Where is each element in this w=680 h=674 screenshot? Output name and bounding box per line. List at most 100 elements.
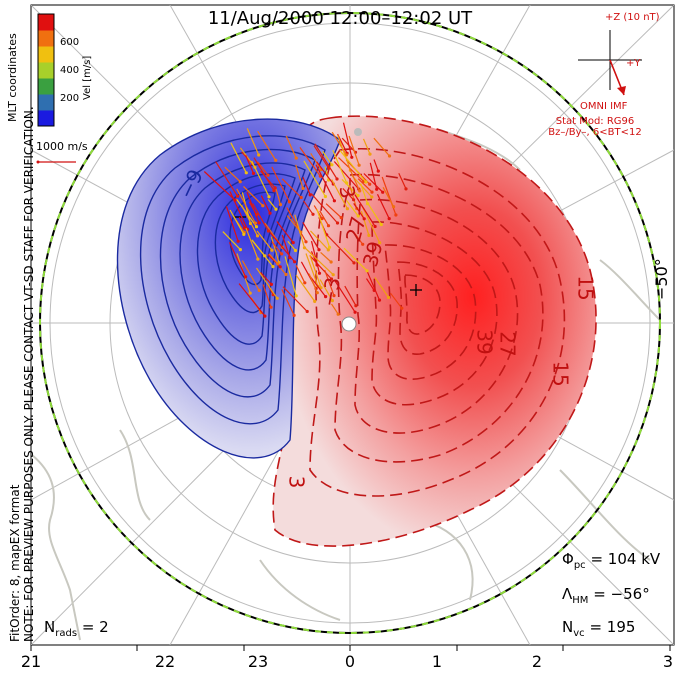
velocity-vector bbox=[309, 255, 332, 280]
colorbar-segment bbox=[38, 78, 54, 95]
vector-origin bbox=[317, 248, 321, 252]
coastlines bbox=[31, 129, 661, 641]
vector-origin bbox=[294, 294, 298, 298]
vector-origin bbox=[376, 169, 380, 173]
velocity-vector bbox=[322, 151, 333, 166]
vector-origin bbox=[404, 187, 408, 191]
velocity-vector bbox=[281, 289, 295, 316]
vector-origin bbox=[263, 314, 267, 318]
velocity-vector bbox=[333, 161, 360, 190]
vector-origin bbox=[352, 261, 356, 265]
velocity-vector bbox=[241, 260, 260, 291]
colorbar-tick: 600 bbox=[60, 37, 80, 48]
vector-origin bbox=[327, 245, 332, 249]
velocity-vector bbox=[337, 133, 348, 154]
vector-origin bbox=[400, 306, 404, 310]
velocity-vector bbox=[308, 273, 318, 293]
vector-origin bbox=[375, 187, 379, 191]
vector-origin bbox=[356, 194, 360, 198]
vector-origin bbox=[361, 242, 365, 246]
velocity-vector bbox=[287, 240, 296, 251]
vector-origin bbox=[236, 239, 240, 243]
velocity-vector bbox=[324, 269, 335, 296]
vector-origin bbox=[331, 273, 335, 277]
velocity-vector bbox=[256, 230, 273, 251]
velocity-vector bbox=[354, 194, 376, 227]
vector-origin bbox=[319, 286, 323, 290]
scale-vector bbox=[36, 160, 76, 164]
vector-origin bbox=[336, 312, 340, 316]
vector-origin bbox=[280, 252, 284, 256]
vector-origin bbox=[356, 214, 360, 218]
velocity-vector bbox=[271, 166, 291, 203]
stat-condition-label: Bz–/By–, 6<BT<12 bbox=[548, 127, 642, 138]
vector-origin bbox=[362, 217, 366, 221]
velocity-vector bbox=[260, 271, 272, 285]
vector-origin bbox=[364, 180, 368, 184]
vector-origin bbox=[273, 186, 277, 190]
velocity-vector bbox=[295, 264, 306, 284]
velocity-vector bbox=[228, 242, 247, 278]
imf-clock bbox=[578, 30, 642, 96]
vector-origin bbox=[315, 263, 319, 267]
vector-origin bbox=[284, 272, 288, 277]
vector-origin bbox=[271, 265, 275, 269]
vector-origin bbox=[378, 241, 382, 245]
vector-origin bbox=[324, 295, 328, 299]
velocity-vectors bbox=[203, 122, 408, 318]
radar-count-stat: Nrads = 2 bbox=[44, 618, 109, 639]
velocity-vector bbox=[310, 251, 318, 266]
vector-origin bbox=[244, 275, 248, 279]
velocity-vector bbox=[286, 215, 302, 233]
vector-origin bbox=[345, 207, 349, 211]
velocity-vector bbox=[236, 188, 256, 224]
velocity-vector bbox=[251, 240, 266, 257]
velocity-vector bbox=[343, 247, 368, 272]
vector-origin bbox=[270, 248, 274, 252]
velocity-vector bbox=[366, 201, 382, 225]
velocity-vector bbox=[303, 200, 314, 215]
velocity-vector bbox=[302, 176, 311, 196]
velocity-vector bbox=[315, 164, 335, 202]
vector-origin bbox=[373, 224, 377, 229]
vector-origin bbox=[238, 248, 242, 252]
scale-vector-label: 1000 m/s bbox=[36, 140, 88, 153]
velocity-vector bbox=[361, 204, 381, 243]
vector-origin bbox=[332, 199, 336, 203]
vector-origin bbox=[332, 294, 336, 298]
vector-origin bbox=[379, 222, 383, 227]
colorbar-segment bbox=[38, 110, 54, 127]
velocity-vector bbox=[270, 236, 280, 263]
vector-origin bbox=[268, 211, 272, 215]
vector-origin bbox=[323, 194, 327, 199]
velocity-vector bbox=[286, 207, 307, 243]
vector-origin bbox=[368, 182, 372, 186]
colorbar-segment bbox=[38, 62, 54, 79]
x-tick-label: 21 bbox=[20, 652, 42, 671]
colorbar-segment bbox=[38, 30, 54, 47]
vector-origin bbox=[257, 288, 261, 292]
velocity-vector bbox=[259, 170, 276, 189]
vector-origin bbox=[269, 305, 273, 309]
contour-label: −3 bbox=[316, 275, 346, 309]
velocity-vector bbox=[257, 130, 277, 161]
vector-origin bbox=[267, 195, 271, 199]
imf-z-label: +Z (10 nT) bbox=[605, 12, 660, 23]
vector-count-stat: Nvc = 195 bbox=[562, 618, 636, 639]
velocity-vector bbox=[240, 204, 259, 237]
velocity-vector bbox=[310, 193, 338, 224]
vector-origin bbox=[269, 282, 273, 286]
velocity-vector bbox=[366, 270, 381, 301]
velocity-vector bbox=[319, 210, 330, 227]
vector-origin bbox=[257, 153, 261, 157]
vector-origin bbox=[335, 221, 340, 225]
vector-origin bbox=[257, 221, 261, 225]
velocity-vector bbox=[309, 254, 322, 288]
velocity-vector bbox=[295, 274, 316, 302]
x-tick-label: 1 bbox=[431, 652, 443, 671]
pole-marker bbox=[341, 128, 362, 332]
vector-origin bbox=[358, 189, 362, 193]
velocity-vector bbox=[267, 199, 277, 210]
vector-origin bbox=[335, 177, 339, 181]
vector-origin bbox=[326, 224, 331, 228]
